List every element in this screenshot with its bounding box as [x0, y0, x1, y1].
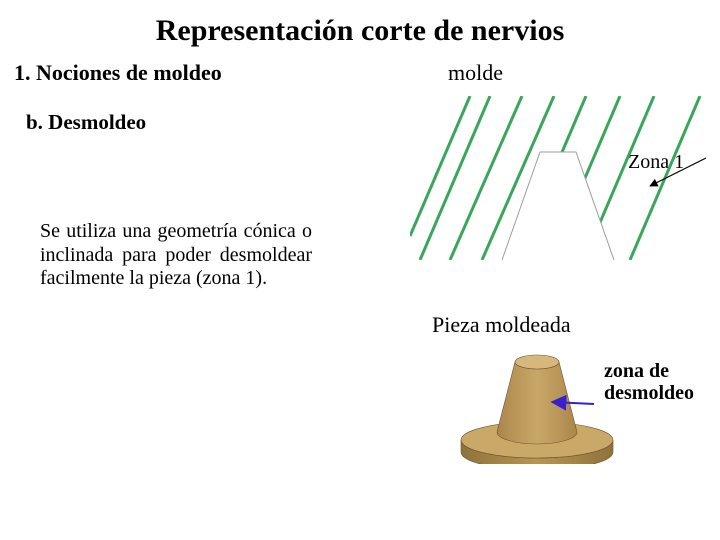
slide: Representación corte de nervios 1. Nocio… [0, 0, 720, 540]
subsection-heading: b. Desmoldeo [26, 110, 146, 135]
body-paragraph: Se utiliza una geometría cónica o inclin… [40, 220, 312, 291]
mold-hatch-diagram [410, 96, 706, 260]
page-title: Representación corte de nervios [0, 14, 720, 48]
molded-piece-diagram [452, 344, 622, 464]
label-molde: molde [448, 60, 503, 86]
section-heading: 1. Nociones de moldeo [14, 60, 222, 86]
label-pieza: Pieza moldeada [432, 312, 571, 338]
